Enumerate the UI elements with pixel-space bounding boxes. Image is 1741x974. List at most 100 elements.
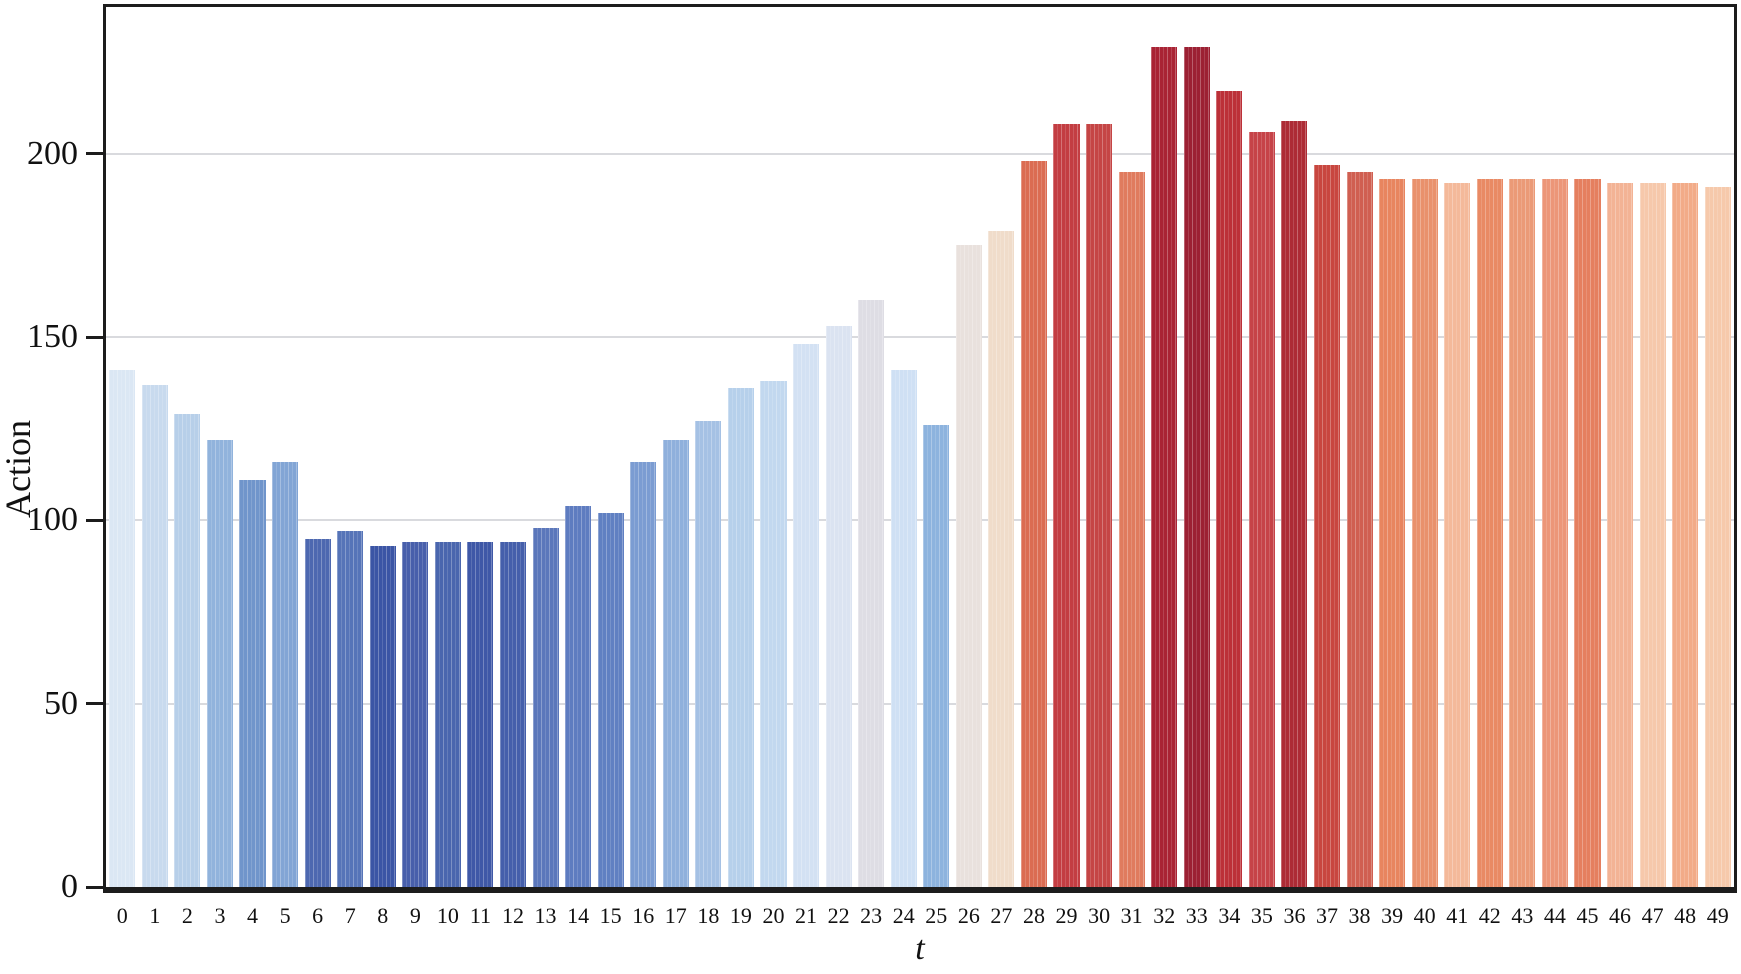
bar-t2: [174, 414, 201, 887]
x-tick-label-14: 14: [567, 903, 590, 928]
x-axis-title: t: [915, 930, 925, 967]
y-tick-mark-0: [86, 885, 103, 889]
x-tick-label-46: 46: [1609, 903, 1632, 928]
y-tick-label-200: 200: [27, 134, 78, 172]
x-tick-label-34: 34: [1218, 903, 1241, 928]
x-tick-label-6: 6: [312, 903, 324, 928]
x-tick-label-2: 2: [181, 903, 193, 928]
bar-t10: [434, 542, 461, 887]
x-tick-label-44: 44: [1543, 903, 1566, 928]
x-tick-label-22: 22: [827, 903, 850, 928]
x-tick-label-39: 39: [1381, 903, 1404, 928]
gridline-y100: [106, 519, 1734, 522]
x-tick-label-33: 33: [1185, 903, 1208, 928]
bar-t6: [304, 538, 331, 887]
plot-inner-area: [106, 7, 1734, 887]
bar-t11: [467, 542, 494, 887]
bar-t5: [272, 461, 299, 887]
x-tick-label-49: 49: [1706, 903, 1729, 928]
x-tick-label-12: 12: [502, 903, 524, 928]
y-tick-mark-100: [86, 518, 103, 522]
x-tick-label-4: 4: [247, 903, 259, 928]
x-tick-label-37: 37: [1316, 903, 1338, 928]
x-tick-label-32: 32: [1153, 903, 1176, 928]
x-tick-label-0: 0: [116, 903, 128, 928]
bar-t17: [662, 439, 689, 887]
bar-t28: [1020, 161, 1047, 887]
x-tick-label-11: 11: [469, 903, 492, 928]
x-tick-label-3: 3: [214, 903, 226, 928]
bar-t8: [369, 546, 396, 887]
gridline-y150: [106, 336, 1734, 338]
bar-t12: [499, 542, 527, 887]
bar-t18: [695, 421, 722, 887]
bar-t14: [565, 505, 592, 887]
x-tick-label-1: 1: [149, 903, 161, 928]
bar-t44: [1541, 179, 1568, 887]
x-tick-label-5: 5: [279, 903, 291, 928]
bar-t40: [1411, 179, 1438, 887]
gridline-y200: [106, 152, 1734, 155]
x-tick-label-13: 13: [534, 903, 557, 928]
x-tick-label-25: 25: [925, 903, 948, 928]
bar-t24: [890, 370, 917, 887]
bar-t26: [955, 245, 982, 887]
x-tick-label-43: 43: [1511, 903, 1534, 928]
x-tick-label-30: 30: [1088, 903, 1111, 928]
x-tick-label-20: 20: [762, 903, 785, 928]
bar-t3: [206, 439, 233, 887]
y-tick-label-100: 100: [27, 501, 78, 539]
bar-t16: [630, 461, 657, 887]
bar-t19: [727, 388, 754, 887]
y-tick-mark-50: [86, 702, 103, 706]
bar-t33: [1183, 47, 1210, 887]
bar-t22: [825, 326, 852, 887]
bar-t39: [1379, 179, 1406, 887]
y-tick-mark-200: [86, 152, 103, 156]
x-tick-label-18: 18: [697, 903, 720, 928]
x-tick-label-17: 17: [664, 903, 687, 928]
x-tick-label-38: 38: [1348, 903, 1371, 928]
bar-t7: [337, 531, 364, 887]
plot-area: [103, 4, 1737, 893]
x-tick-label-31: 31: [1120, 903, 1143, 928]
bar-t48: [1672, 183, 1699, 887]
x-tick-label-26: 26: [957, 903, 980, 928]
x-tick-label-45: 45: [1576, 903, 1599, 928]
x-tick-label-21: 21: [795, 903, 818, 928]
x-tick-label-16: 16: [632, 903, 655, 928]
bar-t4: [239, 480, 266, 887]
x-tick-label-29: 29: [1055, 903, 1078, 928]
bar-t35: [1248, 131, 1275, 887]
y-tick-mark-150: [86, 335, 103, 339]
bar-t36: [1281, 120, 1308, 887]
bar-t46: [1607, 183, 1634, 887]
bar-t34: [1216, 91, 1243, 887]
bar-t9: [402, 542, 429, 887]
bar-t45: [1574, 179, 1601, 887]
x-tick-label-9: 9: [409, 903, 421, 928]
bar-t0: [109, 370, 136, 887]
bar-t49: [1704, 186, 1731, 887]
y-tick-label-150: 150: [27, 318, 78, 355]
x-tick-label-48: 48: [1674, 903, 1697, 928]
bar-t47: [1639, 183, 1666, 887]
bar-t15: [597, 513, 624, 887]
gridline-y50: [106, 702, 1734, 705]
x-tick-label-35: 35: [1250, 903, 1273, 928]
x-tick-label-24: 24: [892, 903, 915, 928]
x-tick-label-47: 47: [1641, 903, 1664, 928]
bar-t29: [1053, 124, 1080, 887]
y-tick-label-0: 0: [61, 868, 78, 905]
x-tick-label-36: 36: [1283, 903, 1306, 928]
x-tick-label-41: 41: [1446, 903, 1469, 928]
bar-t42: [1476, 179, 1503, 887]
bar-t23: [858, 300, 885, 887]
bar-t43: [1509, 179, 1536, 887]
x-tick-label-8: 8: [377, 903, 389, 928]
x-tick-label-40: 40: [1413, 903, 1436, 928]
bar-t31: [1118, 172, 1145, 887]
bar-t30: [1086, 124, 1113, 887]
x-tick-label-19: 19: [729, 903, 752, 928]
